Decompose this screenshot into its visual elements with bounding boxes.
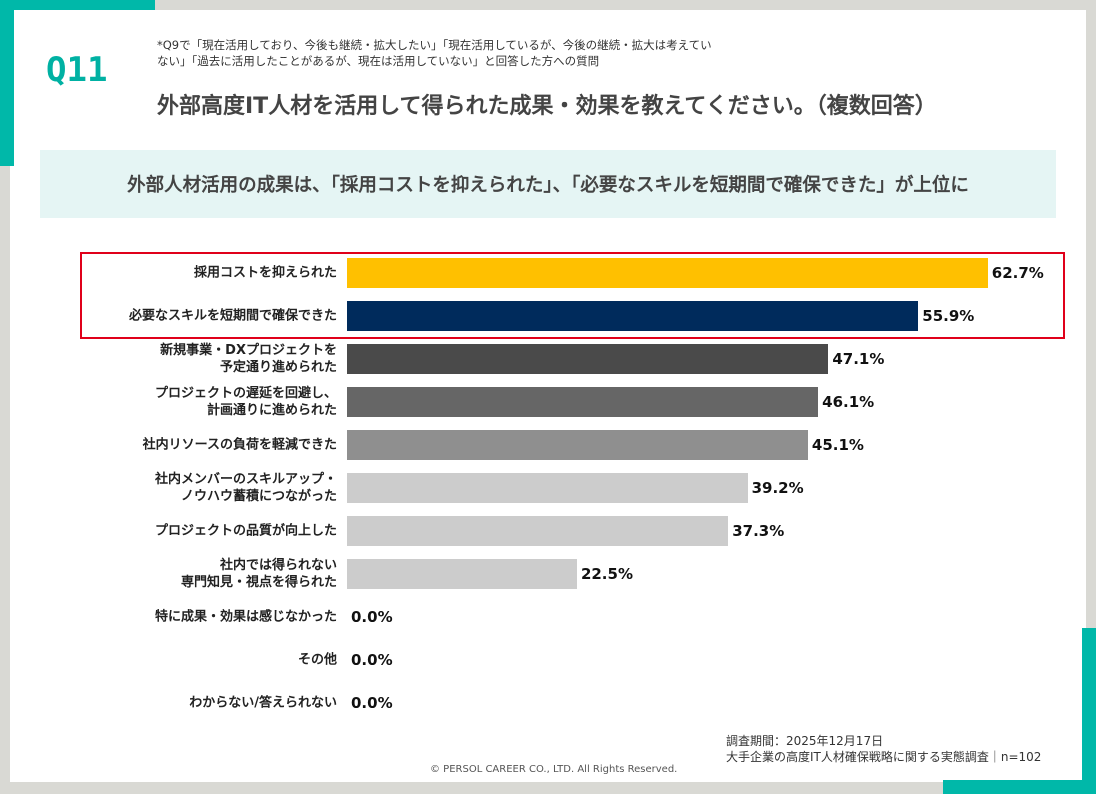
- data-label: 0.0%: [351, 608, 393, 626]
- bar: [347, 559, 577, 589]
- corner-accent: [0, 0, 155, 10]
- corner-accent: [1082, 628, 1096, 794]
- data-label: 39.2%: [751, 479, 804, 497]
- survey-name: 大手企業の高度IT人材確保戦略に関する実態調査｜n=102: [726, 750, 1042, 764]
- category-label: その他: [297, 652, 337, 668]
- question-number: Q11: [46, 50, 108, 90]
- bar: [347, 301, 919, 331]
- bar: [347, 516, 729, 546]
- category-label: 社内では得られない 専門知見・視点を得られた: [180, 558, 337, 590]
- data-label: 45.1%: [811, 436, 864, 454]
- data-label: 0.0%: [351, 694, 393, 712]
- question-note: *Q9で「現在活用しており、今後も継続・拡大したい」「現在活用しているが、今後の…: [157, 38, 712, 68]
- survey-period: 調査期間：2025年12月17日: [726, 734, 884, 748]
- corner-accent: [0, 0, 14, 166]
- page-title: 外部高度IT人材を活用して得られた成果・効果を教えてください。（複数回答）: [157, 94, 937, 119]
- category-label: 新規事業・DXプロジェクトを 予定通り進められた: [160, 343, 337, 375]
- bar: [347, 258, 988, 288]
- data-label: 22.5%: [580, 565, 633, 583]
- bar: [347, 473, 748, 503]
- corner-accent: [943, 780, 1096, 794]
- data-label: 47.1%: [832, 350, 885, 368]
- data-label: 46.1%: [822, 393, 875, 411]
- category-label: 採用コストを抑えられた: [193, 265, 337, 281]
- data-label: 37.3%: [732, 522, 785, 540]
- highlight-box: [80, 252, 1065, 339]
- category-label: 特に成果・効果は感じなかった: [154, 609, 337, 625]
- category-label: プロジェクトの遅延を回避し、 計画通りに進められた: [154, 386, 337, 418]
- category-label: 必要なスキルを短期間で確保できた: [128, 308, 337, 324]
- survey-info: 調査期間：2025年12月17日 大手企業の高度IT人材確保戦略に関する実態調査…: [726, 733, 1041, 765]
- data-label: 62.7%: [991, 264, 1044, 282]
- bar: [347, 387, 819, 417]
- data-label: 55.9%: [922, 307, 975, 325]
- data-label: 0.0%: [351, 651, 393, 669]
- bar: [347, 430, 808, 460]
- copyright: © PERSOL CAREER CO., LTD. All Rights Res…: [430, 764, 678, 775]
- category-label: 社内リソースの負荷を軽減できた: [142, 437, 337, 453]
- category-label: プロジェクトの品質が向上した: [154, 523, 337, 539]
- category-label: わからない/答えられない: [189, 695, 337, 711]
- category-label: 社内メンバーのスキルアップ・ ノウハウ蓄積につながった: [154, 472, 337, 504]
- bar: [347, 344, 829, 374]
- summary-banner: 外部人材活用の成果は、「採用コストを抑えられた」、「必要なスキルを短期間で確保で…: [40, 150, 1056, 218]
